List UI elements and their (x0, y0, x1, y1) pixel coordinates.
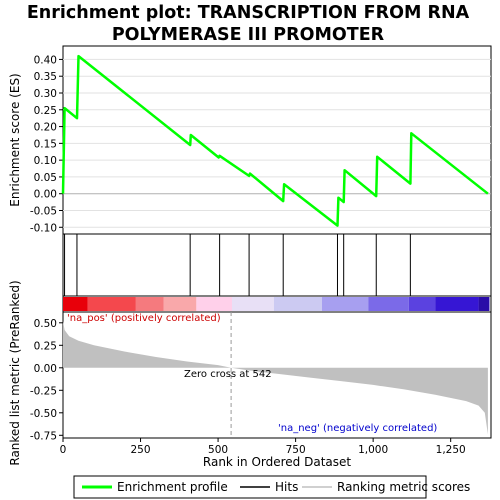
heatbar-segment (87, 297, 136, 311)
ranking-heatbar (63, 297, 490, 311)
heatbar-segment (232, 297, 274, 311)
heatbar-segment (368, 297, 409, 311)
x-tick-label: 500 (208, 444, 228, 456)
es-y-ticks: 0.40 0.35 0.30 0.25 0.20 0.15 0.10 0.05 0.00 -0.0… (30, 54, 63, 234)
x-tick-label: 1,000 (358, 444, 388, 456)
x-ticks: 0 250 500 750 1,000 1,250 (60, 438, 466, 456)
zero-cross-label: Zero cross at 542 (184, 369, 272, 380)
enrichment-profile-line (61, 54, 489, 227)
x-tick-label: 750 (286, 444, 306, 456)
metric-y-tick-label: 0.50 (34, 318, 57, 330)
es-gridlines (63, 58, 491, 228)
ranking-metric-series (63, 312, 488, 438)
x-tick-label: 1,250 (436, 444, 466, 456)
es-y-tick-label: 0.25 (34, 105, 57, 117)
es-y-tick-label: 0.15 (34, 138, 57, 150)
hit-markers (64, 234, 411, 296)
metric-y-axis-label: Ranked list metric (PreRanked) (8, 280, 22, 465)
heatbar-segment (163, 297, 197, 311)
hits-panel (62, 233, 492, 297)
es-y-tick-label: 0.20 (34, 122, 57, 134)
es-y-tick-label: -0.10 (30, 222, 57, 234)
metric-y-tick-label: -0.75 (30, 430, 57, 442)
metric-y-tick-label: -0.25 (30, 385, 57, 397)
es-y-axis-label: Enrichment score (ES) (8, 73, 22, 206)
heatbar-segment (408, 297, 436, 311)
heatbar-segment (135, 297, 164, 311)
es-y-tick-label: -0.05 (30, 206, 57, 218)
enrichment-panel (62, 45, 492, 235)
heatbar-segment (435, 297, 479, 311)
metric-y-tick-label: -0.50 (30, 408, 57, 420)
metric-y-tick-label: 0.00 (34, 363, 57, 375)
es-y-tick-label: 0.35 (34, 71, 57, 83)
heatbar-segment (321, 297, 369, 311)
legend-label-metric: Ranking metric scores (337, 480, 470, 494)
x-axis-label: Rank in Ordered Dataset (203, 455, 351, 469)
chart-title-line2: POLYMERASE III PROMOTER (112, 25, 385, 45)
legend-label-enrichment: Enrichment profile (117, 480, 228, 494)
metric-y-ticks: 0.50 0.25 0.00 -0.25 -0.50 -0.75 (30, 318, 63, 442)
neg-label: 'na_neg' (negatively correlated) (278, 423, 437, 434)
heatbar-segment (196, 297, 233, 311)
metric-y-tick-label: 0.25 (34, 340, 57, 352)
heatbar-segment (478, 297, 490, 311)
es-y-tick-label: 0.10 (34, 155, 57, 167)
chart-title-line1: Enrichment plot: TRANSCRIPTION FROM RNA (27, 3, 470, 23)
es-y-tick-label: 0.30 (34, 88, 57, 100)
es-y-tick-label: 0.40 (34, 54, 57, 66)
enrichment-profile-series (61, 54, 489, 227)
es-y-tick-label: 0.05 (34, 172, 57, 184)
ranking-metric-area (63, 321, 488, 435)
x-tick-label: 0 (60, 444, 67, 456)
heatbar-segment (273, 297, 322, 311)
legend-label-hits: Hits (275, 480, 298, 494)
es-y-tick-label: 0.00 (34, 189, 57, 201)
heatbar-segment (63, 297, 88, 311)
x-tick-label: 250 (131, 444, 151, 456)
pos-label: 'na_pos' (positively correlated) (67, 313, 221, 324)
